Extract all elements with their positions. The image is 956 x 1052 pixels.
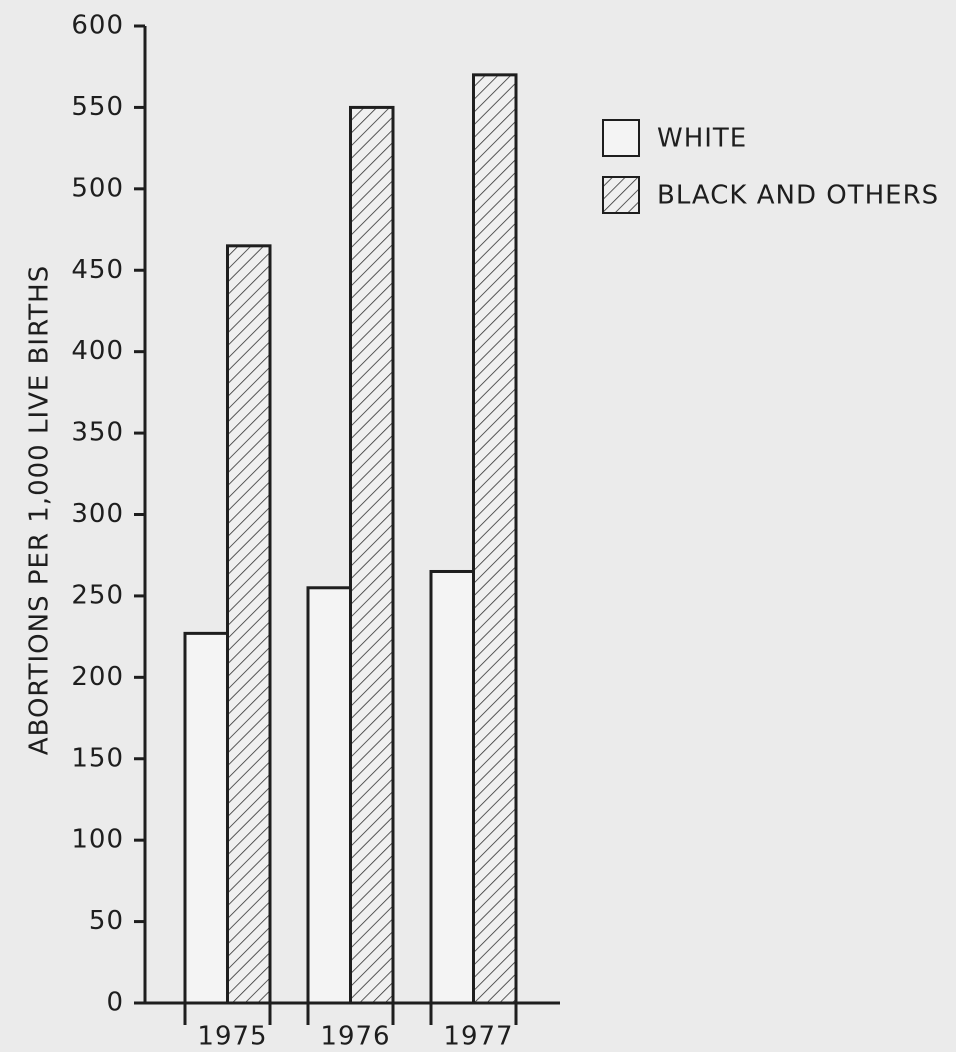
x-tick-label: 1977 [443,1022,513,1052]
legend-swatch [602,176,640,214]
y-tick-label: 300 [71,499,124,529]
bar [472,73,518,1005]
x-tick-label: 1976 [320,1022,390,1052]
legend-swatch [602,119,640,157]
y-tick-label: 250 [71,580,124,610]
legend-label: WHITE [657,124,747,154]
y-tick-label: 450 [71,255,124,285]
y-tick-label: 550 [71,92,124,122]
x-tick-label: 1975 [197,1022,267,1052]
bar [226,244,272,1005]
bar [183,631,229,1005]
bar [349,105,395,1005]
y-tick-label: 200 [71,662,124,692]
y-tick-label: 100 [71,825,124,855]
y-tick-label: 600 [71,11,124,41]
legend-label: BLACK AND OTHERS [657,181,939,211]
y-tick-label: 150 [71,743,124,773]
bar [429,569,475,1005]
bar [306,586,352,1005]
y-tick-label: 400 [71,336,124,366]
y-tick-label: 500 [71,173,124,203]
y-tick-label: 0 [106,988,124,1018]
y-tick-label: 50 [89,906,124,936]
y-axis-label: ABORTIONS PER 1,000 LIVE BIRTHS [25,265,55,755]
y-tick-label: 350 [71,418,124,448]
